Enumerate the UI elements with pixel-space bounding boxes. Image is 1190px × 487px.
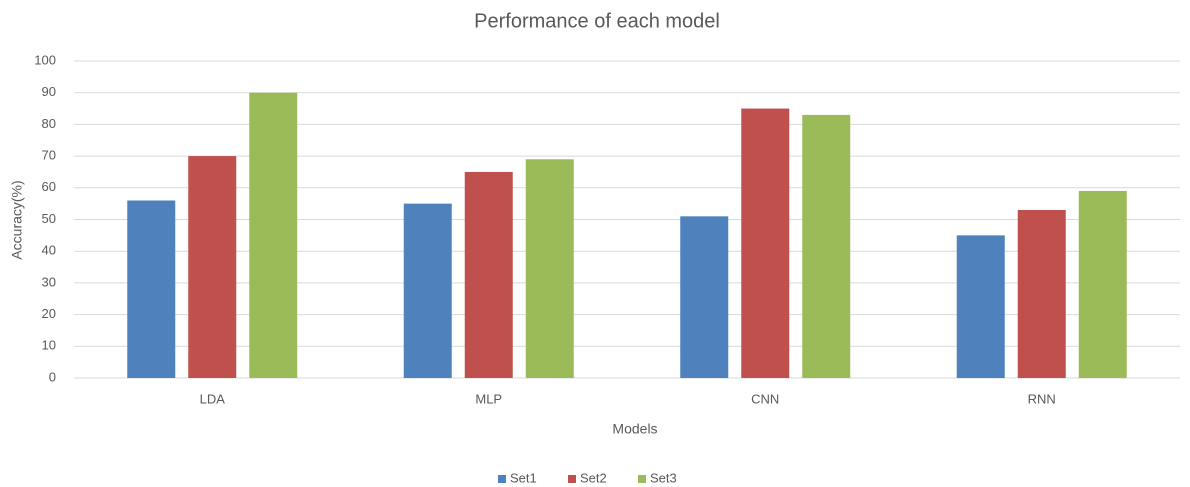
legend-swatch bbox=[498, 475, 506, 483]
y-tick-label: 0 bbox=[49, 369, 56, 384]
x-tick-label: RNN bbox=[1028, 391, 1056, 406]
y-tick-label: 100 bbox=[34, 52, 56, 67]
bar bbox=[464, 171, 513, 378]
y-tick-label: 60 bbox=[42, 179, 56, 194]
legend-label: Set2 bbox=[580, 470, 607, 485]
y-tick-label: 50 bbox=[42, 211, 56, 226]
bar bbox=[802, 114, 851, 378]
bar bbox=[741, 108, 790, 379]
bar bbox=[1078, 190, 1127, 378]
y-tick-label: 90 bbox=[42, 84, 56, 99]
chart-title: Performance of each model bbox=[474, 10, 720, 32]
bar bbox=[1017, 209, 1066, 378]
y-tick-label: 70 bbox=[42, 148, 56, 163]
legend-swatch bbox=[638, 475, 646, 483]
x-tick-label: MLP bbox=[475, 391, 502, 406]
x-axis-label: Models bbox=[612, 421, 657, 437]
y-tick-label: 80 bbox=[42, 116, 56, 131]
bar bbox=[403, 203, 452, 378]
bar bbox=[127, 200, 176, 378]
bar bbox=[680, 216, 729, 378]
y-tick-label: 40 bbox=[42, 243, 56, 258]
bar bbox=[525, 159, 574, 378]
legend-swatch bbox=[568, 475, 576, 483]
bar bbox=[188, 156, 237, 378]
y-axis-label: Accuracy(%) bbox=[9, 180, 25, 259]
y-tick-label: 10 bbox=[42, 338, 56, 353]
legend-label: Set3 bbox=[650, 470, 677, 485]
x-tick-label: CNN bbox=[751, 391, 779, 406]
y-tick-label: 30 bbox=[42, 274, 56, 289]
bar bbox=[249, 92, 298, 378]
legend-label: Set1 bbox=[510, 470, 537, 485]
x-tick-label: LDA bbox=[200, 391, 226, 406]
y-tick-label: 20 bbox=[42, 306, 56, 321]
bar bbox=[956, 235, 1005, 378]
